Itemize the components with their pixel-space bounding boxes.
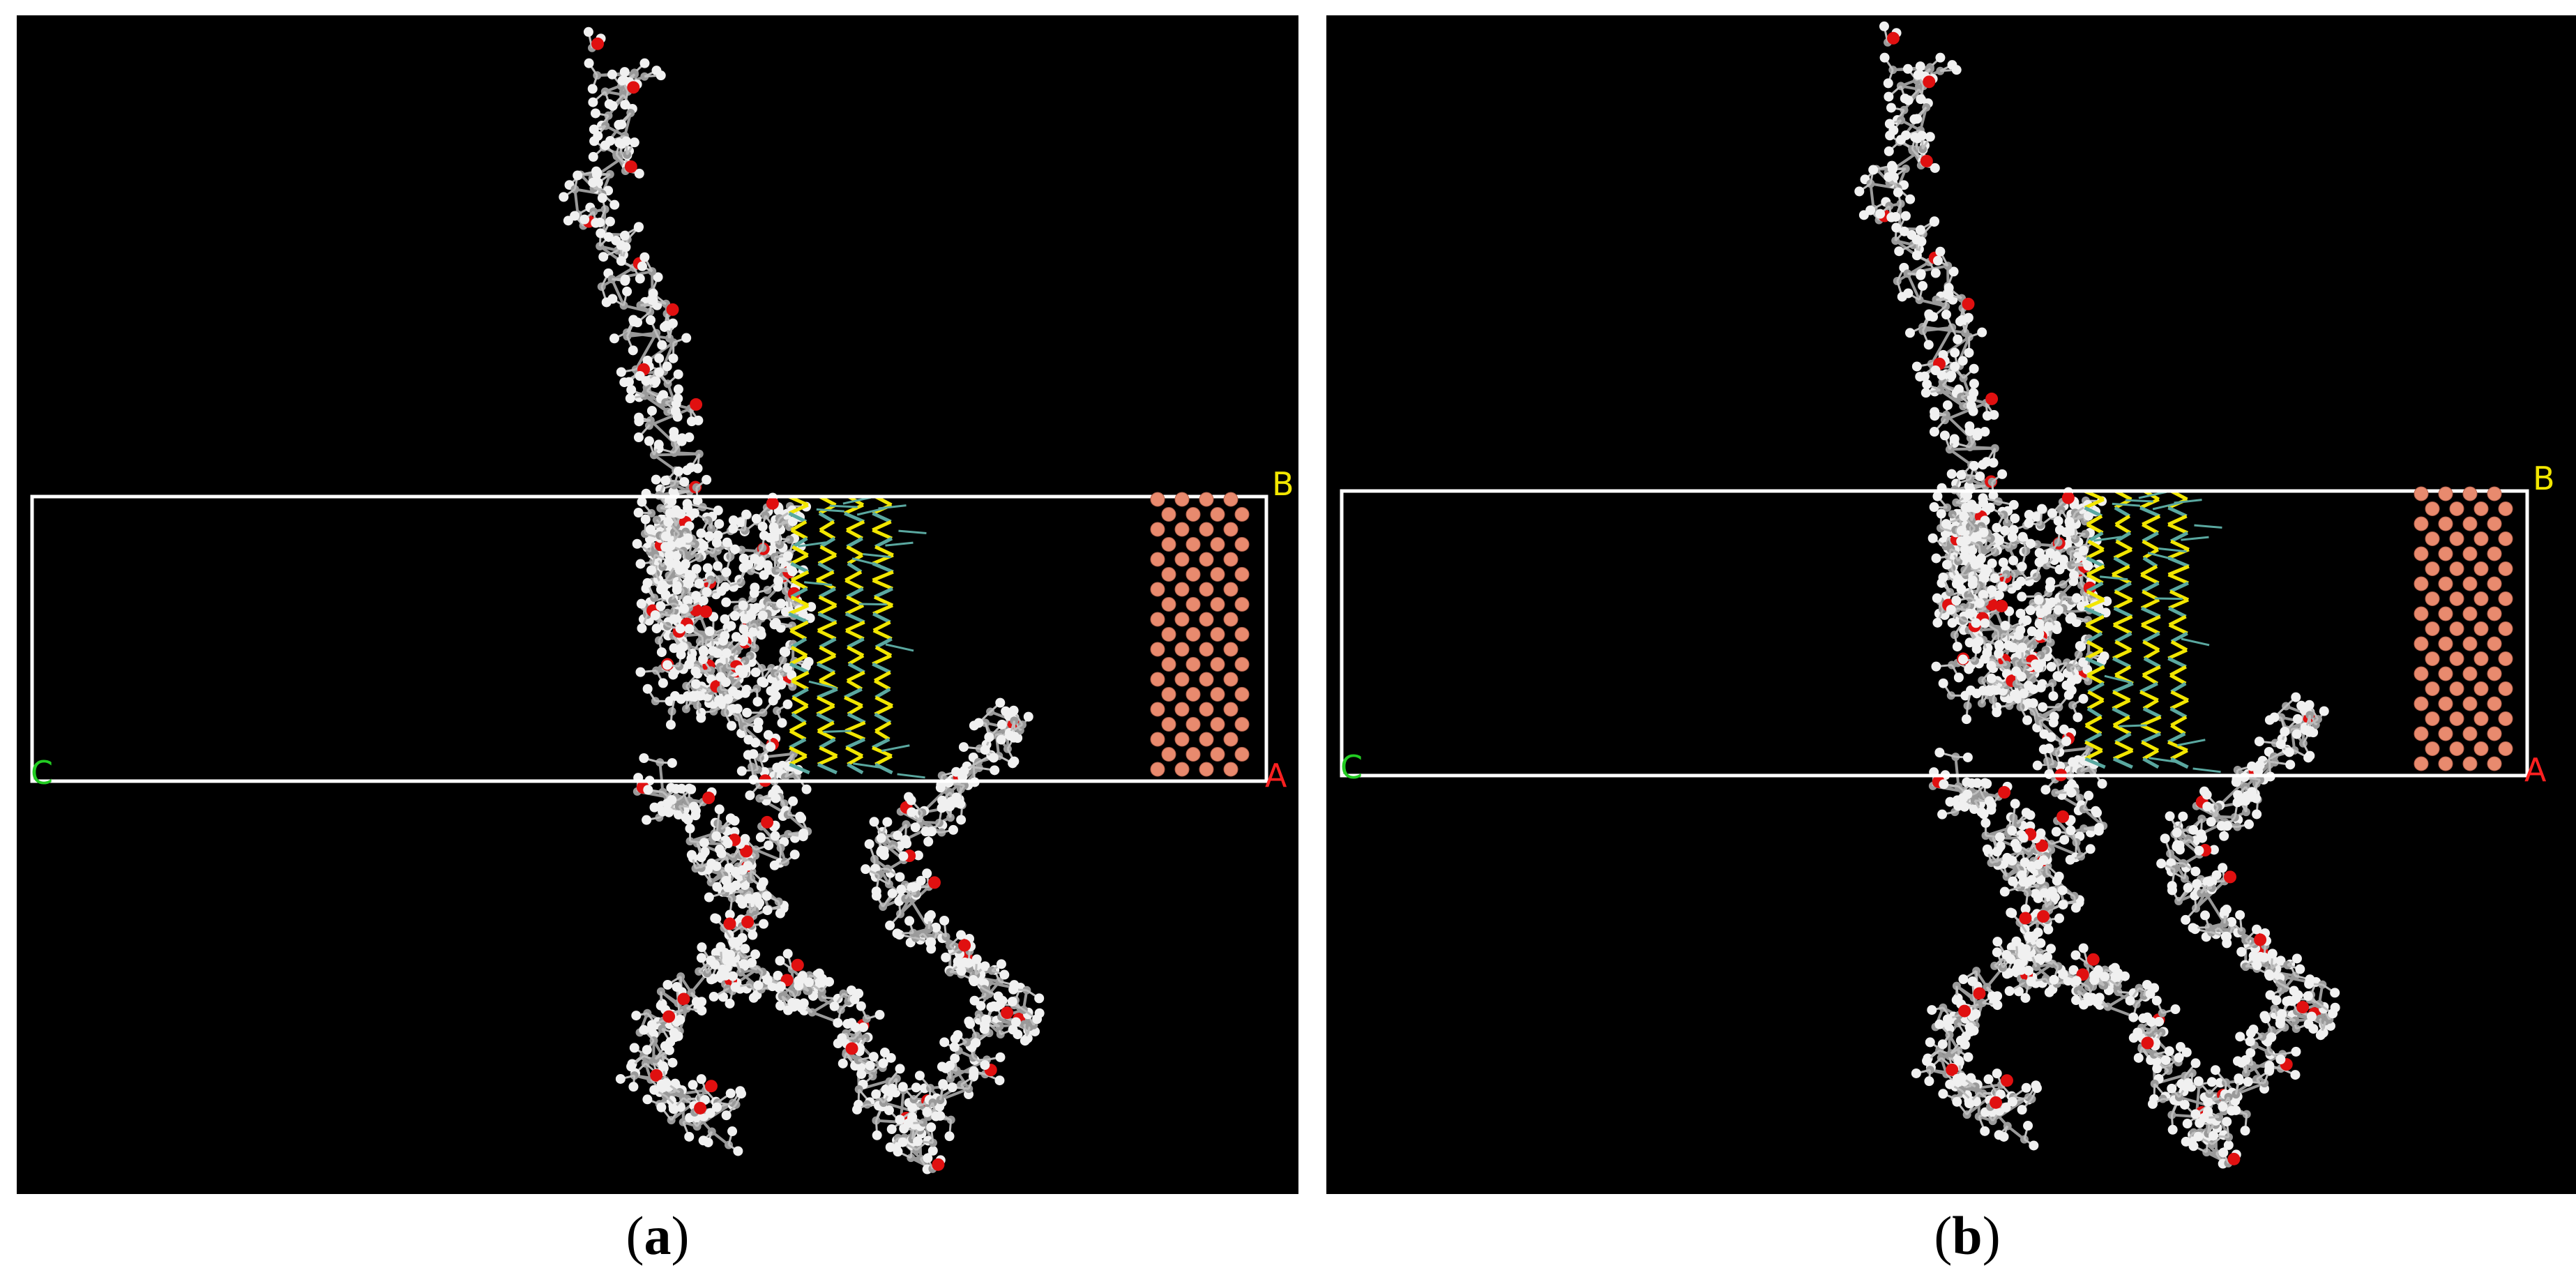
molecule-chain	[559, 27, 1045, 1175]
simulation-cell-box	[1340, 489, 2529, 778]
caption-letter: b	[1952, 1205, 1983, 1266]
simulation-cell-box	[30, 494, 1268, 783]
axis-label-b: B	[1272, 465, 1294, 503]
molecular-view-panel-a: B C A	[17, 15, 1298, 1194]
caption-letter: a	[644, 1205, 672, 1266]
molecular-view-panel-b: B C A	[1326, 15, 2576, 1194]
axis-label-c: C	[1340, 748, 1363, 786]
copper-slab	[2414, 486, 2513, 771]
axis-label-a: A	[1265, 757, 1287, 794]
molecule-chain	[1854, 21, 2340, 1169]
axis-label-c: C	[31, 754, 53, 792]
copper-slab	[1150, 492, 1250, 777]
axis-label-b: B	[2533, 460, 2555, 497]
sulfide-layer	[2084, 489, 2222, 773]
caption-b: (b)	[1934, 1205, 2001, 1266]
caption-a: (a)	[626, 1205, 690, 1266]
sulfide-layer	[788, 494, 927, 779]
axis-label-a: A	[2524, 751, 2547, 789]
